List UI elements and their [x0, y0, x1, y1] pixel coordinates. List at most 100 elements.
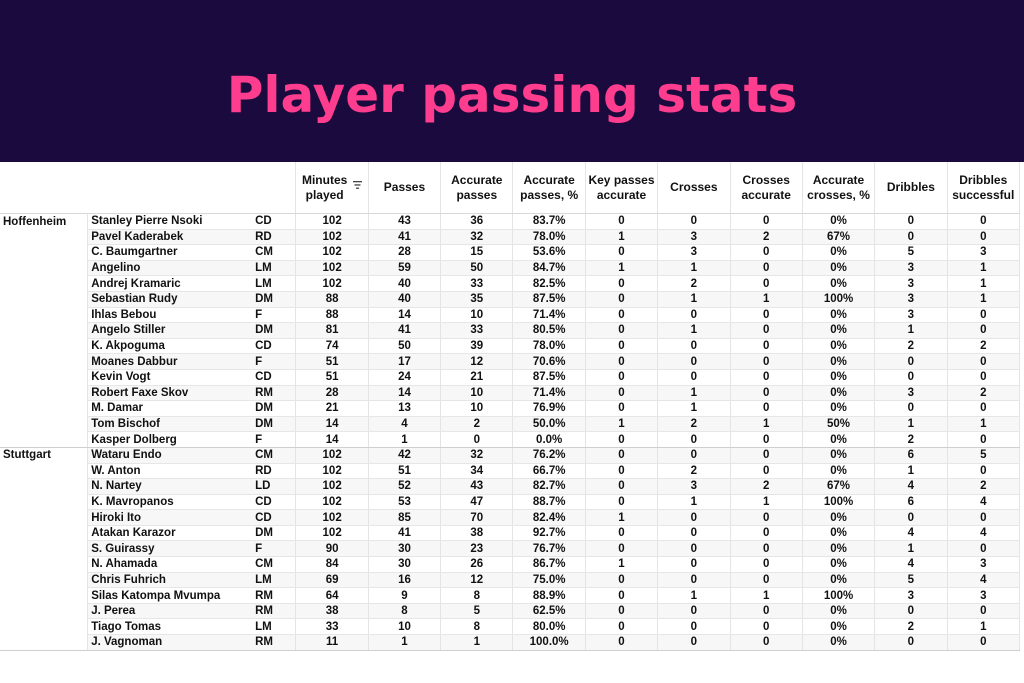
- stat-cell: 0: [657, 572, 731, 589]
- stat-cell: 0: [657, 369, 731, 386]
- stat-cell: 0: [585, 244, 659, 261]
- table-row: Sebastian Rudy DM 88 40 35 87.5% 0 1 1 100% 3 1: [0, 291, 1021, 308]
- player-position: RM: [252, 587, 297, 604]
- stat-cell: 102: [295, 509, 369, 526]
- table-row: Chris Fuhrich LM 69 16 12 75.0% 0 0 0 0% 5 4: [0, 572, 1021, 589]
- player-position: DM: [252, 400, 297, 417]
- column-header-6: Crosses: [657, 162, 731, 214]
- stat-cell: 35: [440, 291, 514, 308]
- team-name: [0, 307, 88, 323]
- stat-cell: 102: [295, 213, 369, 230]
- stat-cell: 0: [730, 400, 803, 417]
- team-name: [0, 619, 88, 635]
- column-header-1[interactable]: Minutes played: [295, 162, 369, 214]
- stat-cell: 30: [368, 556, 442, 573]
- stat-cell: 0%: [802, 618, 876, 636]
- player-name: Pavel Kaderabek: [87, 229, 253, 246]
- stat-cell: 0: [947, 307, 1021, 324]
- player-name: Tom Bischof: [87, 416, 253, 433]
- stat-cell: 87.5%: [512, 291, 586, 308]
- table-row: Ihlas Bebou F 88 14 10 71.4% 0 0 0 0% 3 0: [0, 307, 1021, 324]
- stat-cell: 2: [440, 416, 514, 433]
- team-name: [0, 260, 88, 276]
- stat-cell: 76.7%: [512, 540, 586, 558]
- player-position: DM: [252, 291, 297, 308]
- table-row: Atakan Karazor DM 102 41 38 92.7% 0 0 0 0% 4 4: [0, 525, 1021, 542]
- table-row: K. Akpoguma CD 74 50 39 78.0% 0 0 0 0% 2 2: [0, 338, 1021, 355]
- stat-cell: 23: [440, 540, 514, 558]
- table-row: Kevin Vogt CD 51 24 21 87.5% 0 0 0 0% 0 0: [0, 369, 1021, 386]
- player-name: K. Mavropanos: [87, 494, 253, 511]
- table-row: S. Guirassy F 90 30 23 76.7% 0 0 0 0% 1 0: [0, 540, 1021, 558]
- stat-cell: 0: [585, 572, 659, 589]
- stat-cell: 102: [295, 525, 369, 542]
- stat-cell: 2: [874, 431, 948, 448]
- stat-cell: 0.0%: [512, 431, 586, 448]
- table-row: Kasper Dolberg F 14 1 0 0.0% 0 0 0 0% 2 0: [0, 431, 1021, 448]
- stat-cell: 0%: [802, 603, 876, 620]
- stat-cell: 1: [874, 416, 948, 433]
- stat-cell: 1: [657, 400, 731, 417]
- stat-cell: 0: [585, 213, 659, 230]
- stat-cell: 1: [657, 385, 731, 402]
- player-position: CM: [252, 244, 297, 261]
- stat-cell: 70.6%: [512, 353, 586, 370]
- stat-cell: 3: [657, 478, 731, 495]
- stat-cell: 0%: [802, 260, 876, 277]
- stat-cell: 53.6%: [512, 244, 586, 261]
- stat-cell: 40: [368, 275, 442, 292]
- stat-cell: 64: [295, 587, 369, 604]
- player-name: Andrej Kramaric: [87, 275, 253, 292]
- team-name: [0, 276, 88, 292]
- stat-cell: 100%: [802, 494, 876, 511]
- player-name: Angelino: [87, 260, 253, 277]
- player-name: C. Baumgartner: [87, 244, 253, 261]
- stat-cell: 17: [368, 353, 442, 370]
- player-position: RM: [252, 634, 297, 651]
- player-name: Hiroki Ito: [87, 509, 253, 526]
- table-row: J. Perea RM 38 8 5 62.5% 0 0 0 0% 0 0: [0, 603, 1021, 620]
- stat-cell: 0: [585, 603, 659, 620]
- stat-cell: 10: [440, 400, 514, 417]
- stat-cell: 6: [874, 447, 948, 464]
- stat-cell: 0: [585, 322, 659, 339]
- stat-cell: 0: [730, 540, 803, 558]
- stat-cell: 1: [440, 634, 514, 651]
- stat-cell: 30: [368, 540, 442, 558]
- stat-cell: 0: [585, 618, 659, 636]
- stat-cell: 38: [440, 525, 514, 542]
- stat-cell: 41: [368, 322, 442, 339]
- player-position: F: [252, 353, 297, 370]
- stat-cell: 102: [295, 478, 369, 495]
- stat-cell: 0: [657, 353, 731, 370]
- stat-cell: 82.7%: [512, 478, 586, 495]
- stat-cell: 78.0%: [512, 338, 586, 355]
- stat-cell: 0: [730, 307, 803, 324]
- stat-cell: 0: [657, 431, 731, 448]
- stat-cell: 0: [947, 353, 1021, 370]
- player-column-header: [87, 162, 253, 214]
- stat-cell: 100.0%: [512, 634, 586, 651]
- stat-cell: 0: [730, 603, 803, 620]
- stat-cell: 0: [730, 260, 803, 277]
- stat-cell: 33: [440, 275, 514, 292]
- stat-cell: 0: [947, 229, 1021, 246]
- stat-cell: 41: [368, 229, 442, 246]
- team-name: [0, 245, 88, 261]
- team-name: [0, 541, 88, 557]
- stat-cell: 67%: [802, 229, 876, 246]
- stat-cell: 82.5%: [512, 275, 586, 292]
- stat-cell: 1: [585, 416, 659, 433]
- stat-cell: 12: [440, 572, 514, 589]
- stat-cell: 0%: [802, 556, 876, 573]
- stat-cell: 0: [585, 587, 659, 604]
- column-header-label: Dribbles: [886, 180, 935, 194]
- stat-cell: 0: [657, 509, 731, 526]
- stat-cell: 0: [585, 431, 659, 448]
- table-row: Silas Katompa Mvumpa RM 64 9 8 88.9% 0 1 1 100% 3 3: [0, 587, 1021, 604]
- stat-cell: 1: [947, 260, 1021, 277]
- stat-cell: 16: [368, 572, 442, 589]
- stat-cell: 43: [440, 478, 514, 495]
- sort-lines-icon[interactable]: [353, 179, 363, 194]
- stat-cell: 0%: [802, 385, 876, 402]
